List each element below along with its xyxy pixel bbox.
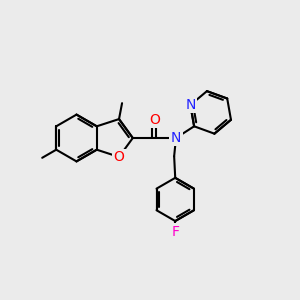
Text: N: N <box>171 131 181 145</box>
Text: F: F <box>171 225 179 239</box>
Text: O: O <box>114 150 124 164</box>
Text: O: O <box>149 112 160 127</box>
Text: N: N <box>185 98 196 112</box>
